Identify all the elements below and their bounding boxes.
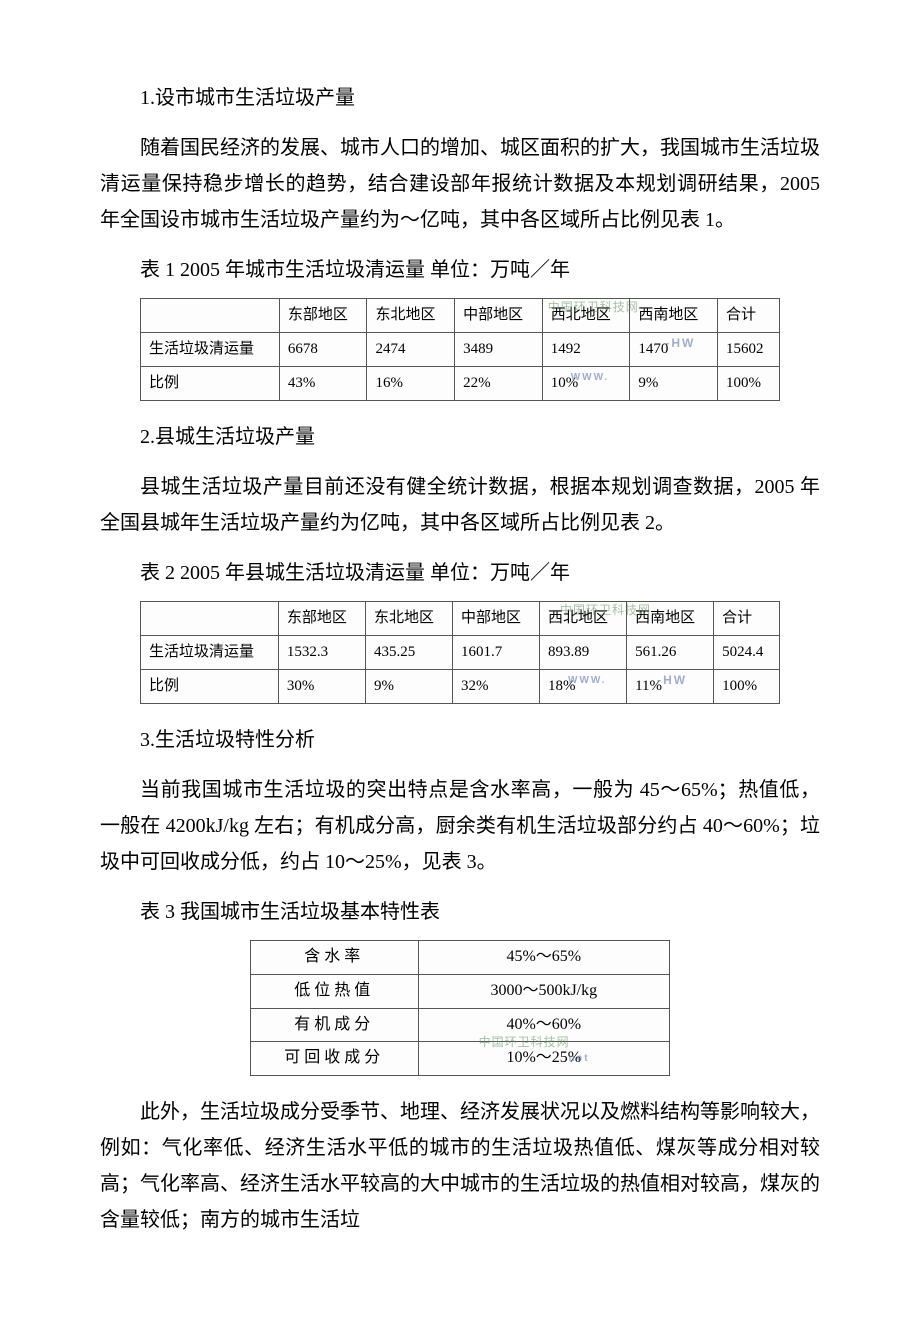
table-2-wrap: 东部地区 东北地区 中部地区 西北地区中国环卫科技网 西南地区 合计 生活垃圾清…	[140, 601, 780, 704]
cell: 有机成分	[251, 1008, 419, 1042]
table-row: 东部地区 东北地区 中部地区 西北地区中国环卫科技网 西南地区 合计	[141, 602, 780, 636]
cell: 生活垃圾清运量	[141, 333, 280, 367]
cell: 东部地区	[278, 602, 365, 636]
cell: 中部地区	[453, 602, 540, 636]
cell: 100%	[717, 367, 779, 401]
cell: 3000～500kJ/kg	[418, 974, 669, 1008]
table-row: 比例 43% 16% 22% 10%WWW. 9% 100%	[141, 367, 780, 401]
cell: 含水率	[251, 941, 419, 975]
cell: 30%	[278, 670, 365, 704]
cell: 1470-HW	[630, 333, 718, 367]
cell: 2474	[367, 333, 455, 367]
table-row: 生活垃圾清运量 6678 2474 3489 1492 1470-HW 1560…	[141, 333, 780, 367]
table-2-caption: 表 2 2005 年县城生活垃圾清运量 单位：万吨／年	[100, 555, 820, 591]
cell	[141, 299, 280, 333]
cell: 中部地区	[455, 299, 543, 333]
cell: 10%～25%中国环卫科技网net	[418, 1042, 669, 1076]
cell: 1492	[542, 333, 630, 367]
cell: 合计	[714, 602, 780, 636]
table-3-wrap: 含水率 45%～65% 低位热值 3000～500kJ/kg 有机成分 40%～…	[250, 940, 670, 1076]
cell: 9%	[365, 670, 452, 704]
cell: 561.26	[627, 636, 714, 670]
cell: 合计	[717, 299, 779, 333]
cell: 东北地区	[365, 602, 452, 636]
section-3-heading: 3.生活垃圾特性分析	[100, 722, 820, 758]
cell: 18%WWW.	[540, 670, 627, 704]
cell: 1532.3	[278, 636, 365, 670]
table-3: 含水率 45%～65% 低位热值 3000～500kJ/kg 有机成分 40%～…	[250, 940, 670, 1076]
cell: 45%～65%	[418, 941, 669, 975]
section-1-heading: 1.设市城市生活垃圾产量	[100, 80, 820, 116]
table-row: 有机成分 40%～60%	[251, 1008, 670, 1042]
cell: 东部地区	[279, 299, 367, 333]
cell: 1601.7	[453, 636, 540, 670]
table-1-wrap: 东部地区 东北地区 中部地区 西北地区中国环卫科技网 西南地区 合计 生活垃圾清…	[140, 298, 780, 401]
cell: 西南地区	[627, 602, 714, 636]
cell: 低位热值	[251, 974, 419, 1008]
cell: 15602	[717, 333, 779, 367]
cell: 11%-HW	[627, 670, 714, 704]
cell: 32%	[453, 670, 540, 704]
table-1: 东部地区 东北地区 中部地区 西北地区中国环卫科技网 西南地区 合计 生活垃圾清…	[140, 298, 780, 401]
cell: 893.89	[540, 636, 627, 670]
cell: 10%WWW.	[542, 367, 630, 401]
cell: 生活垃圾清运量	[141, 636, 279, 670]
section-2-body: 县城生活垃圾产量目前还没有健全统计数据，根据本规划调查数据，2005 年全国县城…	[100, 469, 820, 541]
cell: 3489	[455, 333, 543, 367]
cell: 100%	[714, 670, 780, 704]
cell: 22%	[455, 367, 543, 401]
table-2: 东部地区 东北地区 中部地区 西北地区中国环卫科技网 西南地区 合计 生活垃圾清…	[140, 601, 780, 704]
section-3-body: 当前我国城市生活垃圾的突出特点是含水率高，一般为 45～65%；热值低，一般在 …	[100, 772, 820, 880]
cell: 16%	[367, 367, 455, 401]
cell: 可回收成分	[251, 1042, 419, 1076]
cell: 5024.4	[714, 636, 780, 670]
table-row: 比例 30% 9% 32% 18%WWW. 11%-HW 100%	[141, 670, 780, 704]
table-3-caption: 表 3 我国城市生活垃圾基本特性表	[100, 894, 820, 930]
cell: 西北地区中国环卫科技网	[542, 299, 630, 333]
closing-paragraph: 此外，生活垃圾成分受季节、地理、经济发展状况以及燃料结构等影响较大，例如：气化率…	[100, 1094, 820, 1238]
table-row: 东部地区 东北地区 中部地区 西北地区中国环卫科技网 西南地区 合计	[141, 299, 780, 333]
cell: 比例	[141, 670, 279, 704]
table-row: 可回收成分 10%～25%中国环卫科技网net	[251, 1042, 670, 1076]
table-row: 含水率 45%～65%	[251, 941, 670, 975]
table-row: 低位热值 3000～500kJ/kg	[251, 974, 670, 1008]
section-1-body: 随着国民经济的发展、城市人口的增加、城区面积的扩大，我国城市生活垃圾清运量保持稳…	[100, 130, 820, 238]
cell: 40%～60%	[418, 1008, 669, 1042]
cell: 东北地区	[367, 299, 455, 333]
cell: 比例	[141, 367, 280, 401]
cell: 西南地区	[630, 299, 718, 333]
cell: 西北地区中国环卫科技网	[540, 602, 627, 636]
table-row: 生活垃圾清运量 1532.3 435.25 1601.7 893.89 561.…	[141, 636, 780, 670]
table-1-caption: 表 1 2005 年城市生活垃圾清运量 单位：万吨／年	[100, 252, 820, 288]
cell: 435.25	[365, 636, 452, 670]
cell	[141, 602, 279, 636]
section-2-heading: 2.县城生活垃圾产量	[100, 419, 820, 455]
cell: 43%	[279, 367, 367, 401]
cell: 6678	[279, 333, 367, 367]
cell: 9%	[630, 367, 718, 401]
